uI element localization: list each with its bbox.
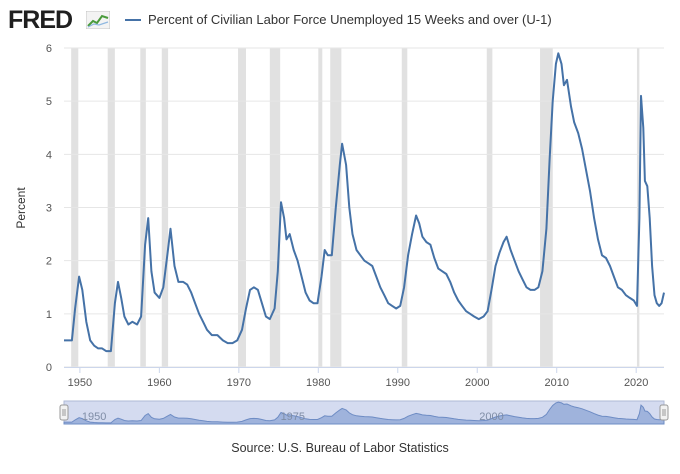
x-tick-label-2000: 2000: [465, 377, 489, 389]
navigator-label-2000: 2000: [479, 411, 503, 423]
fred-logo[interactable]: FRED: [8, 6, 73, 34]
y-tick-label-6: 6: [46, 43, 52, 55]
source-note: Source: U.S. Bureau of Labor Statistics: [231, 441, 449, 455]
navigator-label-1950: 1950: [82, 411, 106, 423]
x-tick-label-1970: 1970: [227, 377, 251, 389]
navigator-series: [63, 401, 665, 425]
x-tick-label-2010: 2010: [544, 377, 568, 389]
x-tick-label-1950: 1950: [68, 377, 92, 389]
navigator-handle-left[interactable]: [59, 404, 69, 421]
chart-header: FRED Percent of Civilian Labor Force Une…: [8, 6, 672, 34]
y-tick-label-3: 3: [46, 203, 52, 215]
x-tick-label-2020: 2020: [624, 377, 648, 389]
y-tick-label-4: 4: [46, 149, 52, 161]
y-tick-label-2: 2: [46, 256, 52, 268]
x-tick-label-1960: 1960: [147, 377, 171, 389]
series-line-0[interactable]: [64, 52, 665, 353]
line-chart-icon: [86, 11, 110, 29]
time-navigator[interactable]: 1950 1975 2000: [59, 400, 669, 425]
x-tick-label-1980: 1980: [306, 377, 330, 389]
grid-lines: [64, 47, 664, 368]
navigator-handle-right[interactable]: [659, 404, 669, 421]
y-tick-label-1: 1: [46, 309, 52, 321]
y-tick-label-0: 0: [46, 362, 52, 374]
x-axis: 1950 1960 1970 1980 1990 2000 2010 2020: [64, 367, 664, 389]
fred-logo-text: FRED: [8, 6, 73, 34]
legend-series-label: Percent of Civilian Labor Force Unemploy…: [148, 12, 552, 27]
legend-line-swatch: [125, 19, 141, 21]
y-axis-title: Percent: [14, 187, 28, 229]
y-tick-label-5: 5: [46, 96, 52, 108]
series-group: [64, 52, 665, 353]
navigator-label-1975: 1975: [281, 411, 305, 423]
y-axis: 0 1 2 3 4 5 6: [46, 43, 52, 374]
x-tick-label-1990: 1990: [386, 377, 410, 389]
